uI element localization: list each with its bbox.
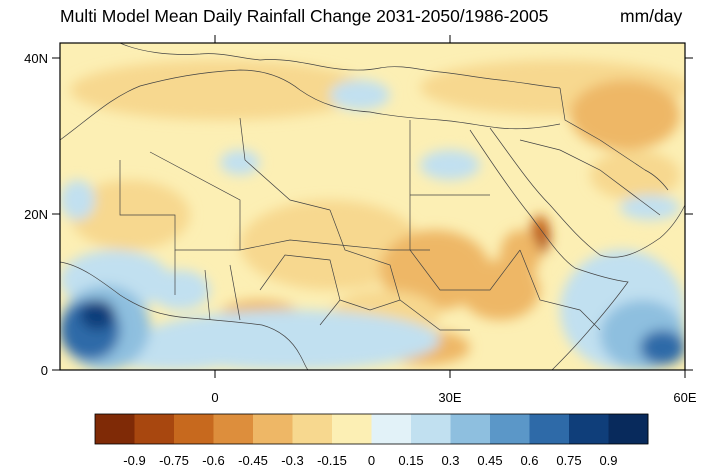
coastline-red-sea bbox=[469, 129, 576, 269]
border-central bbox=[339, 299, 470, 331]
colorbar-label: 0.6 bbox=[520, 453, 538, 468]
plot-frame bbox=[59, 42, 686, 371]
colorbar-swatch-12 bbox=[569, 414, 609, 444]
border-iraq bbox=[559, 87, 601, 141]
anomaly-patch-20 bbox=[80, 300, 115, 330]
border-ethiopia bbox=[519, 249, 601, 331]
anomaly-patch-24 bbox=[330, 80, 390, 110]
anomaly-patch-25 bbox=[420, 150, 480, 180]
anomaly-patch-12 bbox=[500, 230, 540, 280]
colorbar-swatch-5 bbox=[292, 414, 333, 444]
colorbar-swatch-3 bbox=[213, 414, 254, 444]
coastline-europe bbox=[119, 43, 561, 89]
lat-axis: 40N 20N 0 bbox=[24, 51, 693, 378]
border-sudan bbox=[409, 195, 521, 291]
colorbar-label: 0 bbox=[368, 453, 375, 468]
border-algeria-libya bbox=[239, 117, 331, 211]
coastline-gulf bbox=[599, 139, 669, 191]
anomaly-patch-27 bbox=[60, 180, 95, 220]
anomaly-patch-8 bbox=[570, 80, 680, 150]
colorbar-swatch-6 bbox=[332, 414, 372, 444]
colorbar-label: 0.9 bbox=[599, 453, 617, 468]
lat-label-40: 40N bbox=[24, 51, 48, 66]
border-westafrica bbox=[174, 250, 241, 321]
colorbar-swatch-2 bbox=[174, 414, 214, 444]
coastline-west-africa bbox=[60, 261, 309, 370]
colorbar-label: 0.75 bbox=[556, 453, 581, 468]
colorbar-swatch-10 bbox=[490, 414, 530, 444]
border-mali bbox=[149, 151, 241, 250]
lon-label-0: 0 bbox=[211, 390, 218, 405]
border-chad bbox=[329, 209, 401, 301]
colorbar-swatch-4 bbox=[253, 414, 293, 444]
anomaly-patch-11 bbox=[538, 228, 548, 250]
colorbar-swatch-13 bbox=[608, 414, 649, 444]
anomaly-patch-3 bbox=[240, 200, 420, 290]
colorbar-label: 0.15 bbox=[398, 453, 423, 468]
colorbar-label: -0.15 bbox=[317, 453, 347, 468]
colorbar-label: -0.75 bbox=[159, 453, 189, 468]
lon-label-60: 60E bbox=[673, 390, 696, 405]
colorbar-swatch-8 bbox=[411, 414, 451, 444]
lon-label-30: 30E bbox=[438, 390, 461, 405]
colorbar-swatch-7 bbox=[371, 414, 412, 444]
colorbar-swatch-9 bbox=[450, 414, 491, 444]
map-title: Multi Model Mean Daily Rainfall Change 2… bbox=[60, 6, 549, 26]
colorbar-label: 0.3 bbox=[441, 453, 459, 468]
country-borders bbox=[60, 43, 685, 370]
colorbar-swatch-11 bbox=[529, 414, 570, 444]
anomaly-patch-9 bbox=[590, 150, 680, 200]
colorbar-label: 0.45 bbox=[477, 453, 502, 468]
units-label: mm/day bbox=[620, 6, 683, 26]
colorbar: -0.9 -0.75 -0.6 -0.45 -0.3 -0.15 0 0.15 0.3 0.45 0… bbox=[94, 413, 649, 468]
lat-label-0: 0 bbox=[41, 363, 48, 378]
colorbar-frame bbox=[94, 413, 649, 445]
colorbar-label: -0.3 bbox=[281, 453, 303, 468]
border-saudi bbox=[519, 139, 661, 216]
anomaly-patch-22 bbox=[640, 330, 685, 365]
anomaly-patch-0 bbox=[70, 60, 370, 120]
map-field bbox=[60, 43, 685, 370]
coastline-arabia bbox=[489, 127, 685, 258]
lat-label-20: 20N bbox=[24, 207, 48, 222]
coastline-north-africa bbox=[60, 69, 561, 141]
lon-axis: 0 30E 60E bbox=[211, 35, 697, 405]
border-nigeria bbox=[259, 254, 341, 326]
colorbar-label: -0.6 bbox=[202, 453, 224, 468]
coastline-horn bbox=[551, 267, 629, 370]
colorbar-label: -0.9 bbox=[123, 453, 145, 468]
anomaly-patch-28 bbox=[150, 270, 210, 310]
colorbar-label: -0.45 bbox=[238, 453, 268, 468]
colorbar-swatch-0 bbox=[95, 414, 135, 444]
anomaly-patch-23 bbox=[220, 150, 260, 175]
colorbar-swatch-1 bbox=[134, 414, 175, 444]
